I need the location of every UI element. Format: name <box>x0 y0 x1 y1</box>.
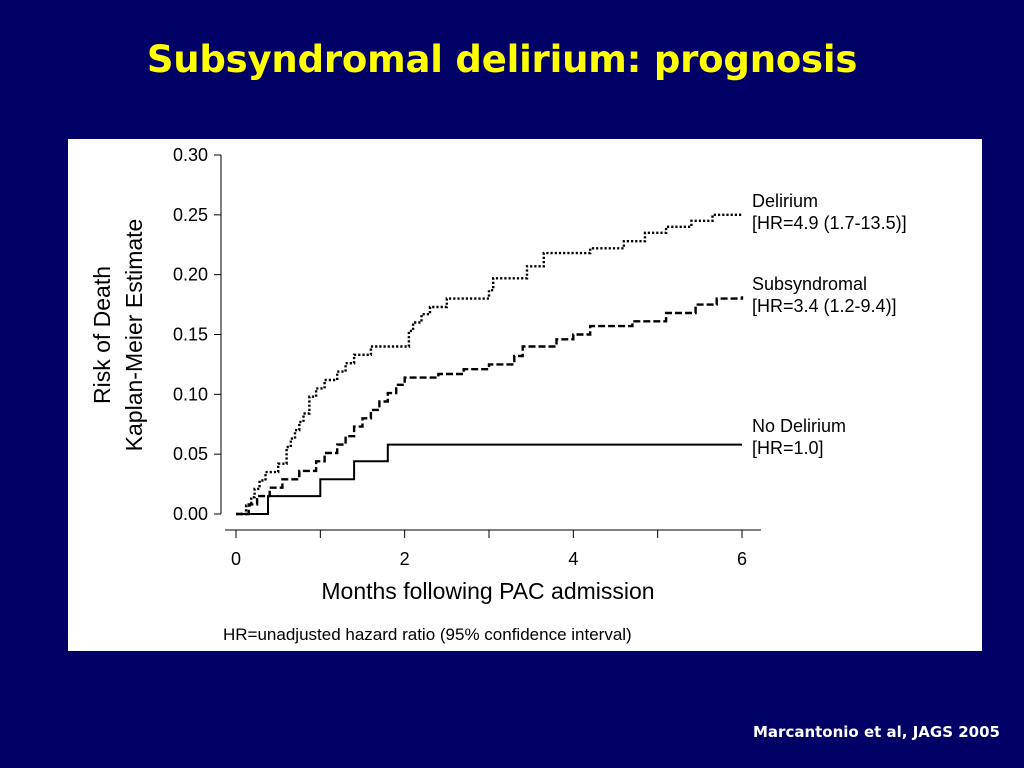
chart-footnote: HR=unadjusted hazard ratio (95% confiden… <box>223 625 632 644</box>
series-label-delirium-line-0: Delirium <box>752 191 818 211</box>
y-tick-label-3: 0.15 <box>173 325 208 345</box>
series-line-delirium <box>236 213 742 516</box>
series-label-no-delirium-line-1: [HR=1.0] <box>752 438 824 458</box>
series-label-subsyndromal-line-1: [HR=3.4 (1.2-9.4)] <box>752 296 897 316</box>
y-tick-label-1: 0.05 <box>173 444 208 464</box>
x-tick-label-3: 6 <box>737 549 747 569</box>
y-tick-label-4: 0.20 <box>173 265 208 285</box>
series-label-no-delirium-line-0: No Delirium <box>752 416 846 436</box>
y-axis-title-line-1: Kaplan-Meier Estimate <box>121 219 147 452</box>
series-label-delirium-line-1: [HR=4.9 (1.7-13.5)] <box>752 213 907 233</box>
series-line-no-delirium <box>236 443 742 515</box>
y-axis-title-line-0: Risk of Death <box>89 266 115 404</box>
y-tick-label-2: 0.10 <box>173 384 208 404</box>
x-tick-label-2: 4 <box>568 549 578 569</box>
x-axis-title: Months following PAC admission <box>321 578 654 604</box>
series-line-subsyndromal <box>236 296 744 516</box>
slide-title: Subsyndromal delirium: prognosis <box>146 38 858 81</box>
x-tick-label-0: 0 <box>231 549 241 569</box>
chart-panel: 0.00 0.05 0.10 0.15 0.20 0.25 0.30 0 2 4 6 Months f… <box>68 139 982 651</box>
y-tick-label-0: 0.00 <box>173 504 208 524</box>
y-tick-label-5: 0.25 <box>173 205 208 225</box>
citation: Marcantonio et al, JAGS 2005 <box>753 723 1000 741</box>
series-label-subsyndromal-line-0: Subsyndromal <box>752 274 867 294</box>
km-chart: 0.00 0.05 0.10 0.15 0.20 0.25 0.30 0 2 4 6 Months f… <box>89 145 907 644</box>
x-tick-label-1: 2 <box>400 549 410 569</box>
y-tick-label-6: 0.30 <box>173 145 208 165</box>
